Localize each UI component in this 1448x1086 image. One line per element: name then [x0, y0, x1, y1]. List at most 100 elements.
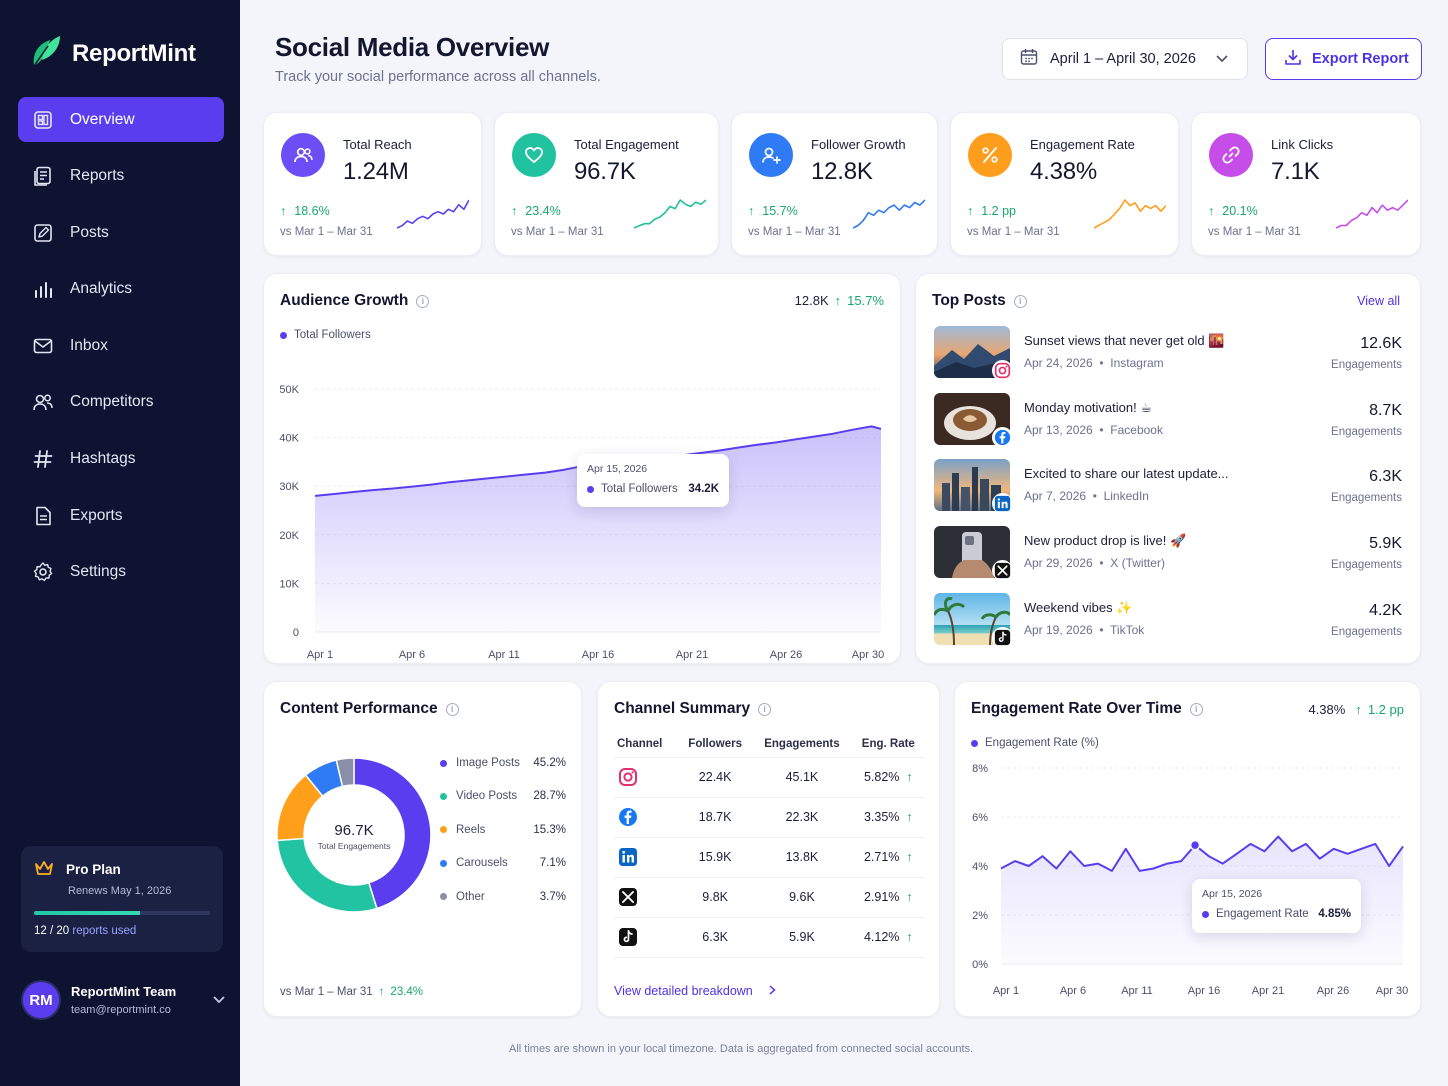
sidebar-item-reports[interactable]: Reports [18, 154, 224, 199]
post-engagement-unit: Engagements [1331, 359, 1402, 371]
legend-dot [440, 792, 447, 800]
x-icon [992, 560, 1013, 582]
legend-dot [440, 859, 447, 867]
kpi-compare: vs Mar 1 – Mar 31 [967, 226, 1060, 238]
table-row[interactable]: 6.3K 5.9K 4.12% ↑ [614, 916, 924, 958]
users-icon [281, 133, 325, 177]
brand[interactable]: ReportMint [30, 34, 196, 73]
sidebar-item-label: Reports [70, 167, 125, 185]
kpi-value: 7.1K [1271, 158, 1320, 185]
table-row[interactable]: 18.7K 22.3K 3.35% ↑ [614, 796, 924, 837]
export-report-button[interactable]: Export Report [1265, 38, 1422, 80]
table-header-cell[interactable]: Channel [617, 737, 663, 750]
x-tick-label: Apr 6 [399, 649, 425, 661]
x-icon [618, 887, 638, 907]
y-tick-label: 30K [279, 481, 299, 493]
sparkline-path [853, 199, 925, 229]
top-post-item[interactable]: Excited to share our latest update... Apr… [934, 459, 1402, 515]
x-tick-label: Apr 1 [307, 649, 333, 661]
table-header-row: Channel Followers Engagements Eng. Rate [614, 735, 924, 757]
sidebar-item-competitors[interactable]: Competitors [18, 380, 224, 425]
tooltip-date: Apr 15, 2026 [1202, 888, 1263, 900]
channel-summary-card: Channel Summary i Channel Followers Engage… [597, 681, 940, 1017]
info-icon[interactable]: i [1013, 294, 1027, 308]
plan-name: Pro Plan [66, 862, 121, 877]
facebook-icon [618, 807, 638, 827]
legend-dot [280, 331, 287, 339]
table-cell-engagements: 13.8K [751, 836, 853, 877]
chevron-right-icon [769, 984, 776, 998]
table-header-cell[interactable]: Eng. Rate [861, 737, 915, 750]
kpi-delta: ↑ 15.7% [748, 204, 798, 218]
table-header-cell[interactable]: Engagements [764, 737, 840, 750]
table-header-cell[interactable]: Followers [688, 737, 742, 750]
table-row[interactable]: 15.9K 13.8K 2.71% ↑ [614, 836, 924, 877]
top-post-item[interactable]: Weekend vibes ✨ Apr 19, 2026 • TikTok 4.2K… [934, 592, 1402, 648]
top-posts-title: Top Posts i [932, 292, 1027, 310]
sidebar-item-label: Analytics [70, 280, 133, 298]
post-engagement-unit: Engagements [1331, 492, 1402, 505]
legend-dot [440, 759, 447, 767]
top-posts-card: Top Posts i View all Sunset views that n… [915, 273, 1421, 664]
table-cell-rate: 5.82% ↑ [852, 756, 924, 797]
sidebar-item-hashtags[interactable]: Hashtags [18, 437, 224, 482]
leaf-logo-icon [30, 34, 62, 73]
settings-icon [32, 561, 54, 583]
top-post-item[interactable]: Sunset views that never get old 🌇 Apr 24,… [934, 326, 1402, 381]
chevron-down-icon[interactable] [213, 991, 225, 1009]
kpi-compare: vs Mar 1 – Mar 31 [280, 226, 373, 238]
meta-separator: • [1092, 422, 1111, 437]
engagement-rate-summary-value: 4.38% [1308, 702, 1346, 717]
sidebar-item-inbox[interactable]: Inbox [18, 323, 224, 368]
audience-growth-title: Audience Growth i [280, 292, 430, 310]
kpi-card[interactable]: Follower Growth 12.8K ↑ 15.7% vs Mar 1 – Mar… [731, 112, 938, 256]
table-row[interactable]: 9.8K 9.6K 2.91% ↑ [614, 876, 924, 917]
plan-usage-bar [34, 911, 210, 915]
post-engagement-value: 12.6K [1360, 335, 1402, 352]
kpi-card[interactable]: Engagement Rate 4.38% ↑ 1.2 pp vs Mar 1 – Ma… [950, 112, 1179, 256]
sidebar-item-exports[interactable]: Exports [18, 493, 224, 538]
info-icon[interactable]: i [758, 702, 772, 716]
post-engagement-value: 5.9K [1369, 535, 1402, 553]
info-icon[interactable]: i [445, 702, 459, 716]
legend-value: 3.7% [539, 890, 566, 903]
post-engagement-value: 6.3K [1369, 468, 1402, 486]
detailed-breakdown-link[interactable]: View detailed breakdown [614, 984, 776, 998]
view-all-link[interactable]: View all [1357, 294, 1400, 308]
exports-icon [32, 505, 54, 527]
donut-center: 96.7K Total Engagements [300, 822, 408, 851]
arrow-up-icon: ↑ [834, 293, 842, 308]
kpi-sparkline [1094, 199, 1166, 229]
facebook-icon [992, 426, 1013, 448]
date-range-picker[interactable]: April 1 – April 30, 2026 [1002, 38, 1248, 80]
sidebar-item-analytics[interactable]: Analytics [18, 267, 224, 312]
y-tick-label: 0 [293, 627, 299, 639]
top-post-item[interactable]: New product drop is live! 🚀 Apr 29, 2026 … [934, 526, 1402, 582]
post-meta: Apr 24, 2026 • Instagram [1024, 356, 1164, 370]
info-icon[interactable]: i [416, 294, 430, 308]
sidebar-item-posts[interactable]: Posts [18, 210, 224, 255]
info-icon[interactable]: i [1189, 702, 1203, 716]
account-switcher[interactable]: RM ReportMint Team team@reportmint.co [21, 975, 225, 1025]
kpi-card[interactable]: Total Engagement 96.7K ↑ 23.4% vs Mar 1 – Ma… [494, 112, 719, 256]
table-cell-rate: 3.35% ↑ [852, 796, 924, 837]
table-row[interactable]: 22.4K 45.1K 5.82% ↑ [614, 756, 924, 797]
x-tick-label: Apr 11 [488, 649, 520, 661]
top-post-item[interactable]: Monday motivation! ☕ Apr 13, 2026 • Faceb… [934, 392, 1402, 448]
kpi-value: 4.38% [1030, 158, 1098, 185]
x-tick-label: Apr 21 [676, 649, 708, 661]
post-meta: Apr 13, 2026 • Facebook [1024, 422, 1163, 437]
sidebar-item-settings[interactable]: Settings [18, 550, 224, 595]
page-subtitle: Track your social performance across all… [275, 69, 601, 85]
post-title: Monday motivation! ☕ [1024, 399, 1152, 415]
x-tick-label: Apr 21 [1252, 985, 1284, 997]
sidebar-item-overview[interactable]: Overview [18, 97, 224, 142]
kpi-card[interactable]: Total Reach 1.24M ↑ 18.6% vs Mar 1 – Mar 31 [263, 112, 482, 256]
footer-note: All times are shown in your local timezo… [509, 1043, 974, 1055]
posts-icon [32, 222, 54, 244]
post-thumbnail [934, 326, 1010, 378]
series-line [1000, 835, 1404, 872]
kpi-card[interactable]: Link Clicks 7.1K ↑ 20.1% vs Mar 1 – Mar 31 [1191, 112, 1421, 256]
meta-separator: • [1092, 556, 1111, 571]
audience-legend-label: Total Followers [294, 329, 371, 341]
